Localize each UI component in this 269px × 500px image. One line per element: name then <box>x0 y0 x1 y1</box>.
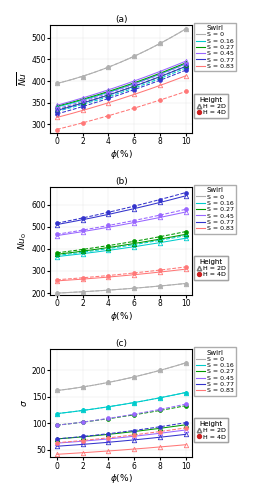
Y-axis label: $\overline{Nu}$: $\overline{Nu}$ <box>15 72 29 86</box>
X-axis label: $\phi$(%): $\phi$(%) <box>110 310 133 323</box>
Y-axis label: $\sigma$: $\sigma$ <box>20 400 29 407</box>
X-axis label: $\phi$(%): $\phi$(%) <box>110 148 133 160</box>
X-axis label: $\phi$(%): $\phi$(%) <box>110 472 133 485</box>
Legend: H = 2D, H = 4D: H = 2D, H = 4D <box>194 256 228 280</box>
Legend: H = 2D, H = 4D: H = 2D, H = 4D <box>194 418 228 442</box>
Title: (c): (c) <box>115 340 127 348</box>
Legend: H = 2D, H = 4D: H = 2D, H = 4D <box>194 94 228 118</box>
Title: (b): (b) <box>115 177 128 186</box>
Y-axis label: $Nu_0$: $Nu_0$ <box>16 232 29 250</box>
Title: (a): (a) <box>115 15 128 24</box>
